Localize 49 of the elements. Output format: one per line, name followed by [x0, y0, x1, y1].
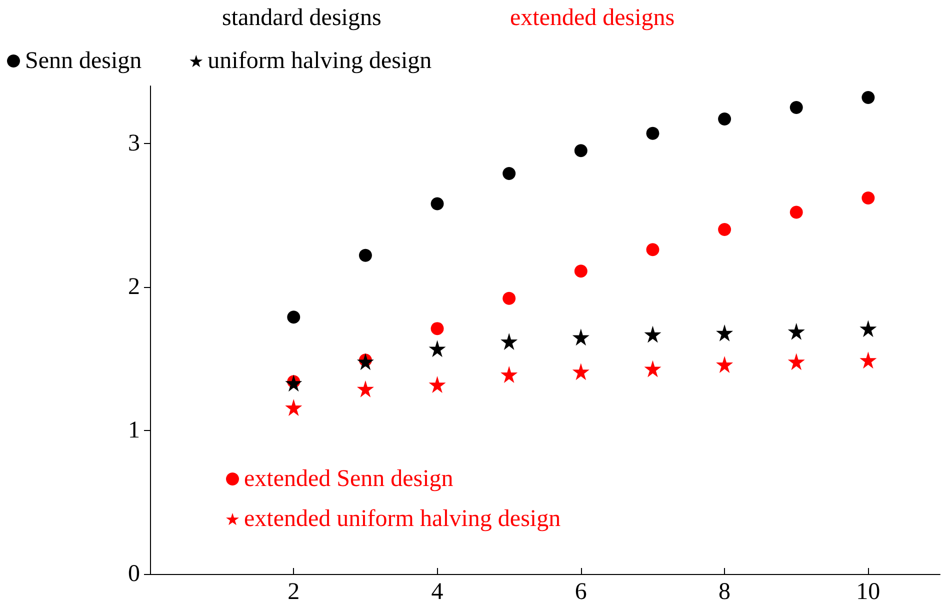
legend-label: uniform halving design — [208, 48, 432, 74]
point — [430, 322, 444, 336]
point — [716, 324, 734, 342]
point — [574, 264, 588, 278]
x-tick-label: 2 — [288, 579, 300, 605]
point — [644, 326, 662, 343]
text: extended designs — [510, 5, 675, 31]
x-tick-label: 6 — [574, 579, 587, 605]
y-tick-label: 0 — [128, 561, 140, 587]
point — [862, 90, 875, 104]
point — [646, 126, 660, 140]
point — [646, 243, 660, 256]
point — [788, 353, 805, 370]
point — [860, 352, 877, 369]
point — [356, 380, 374, 398]
point — [574, 144, 588, 158]
y-tick-label: 2 — [128, 274, 140, 300]
y-tick-label: 1 — [128, 417, 140, 444]
x-tick-label: 8 — [718, 579, 731, 605]
point — [718, 223, 732, 236]
x-tick-label: 4 — [431, 579, 444, 605]
point — [500, 366, 518, 383]
point — [860, 320, 877, 338]
legend-label: extended uniform halving design — [244, 506, 561, 532]
text: standard designs — [222, 5, 382, 31]
point — [502, 167, 516, 180]
point — [285, 399, 302, 416]
y-tick-label: 3 — [128, 130, 140, 156]
point — [644, 360, 662, 378]
legend-label: extended Senn design — [244, 466, 454, 492]
point — [287, 310, 300, 324]
point — [356, 353, 374, 370]
point — [502, 292, 516, 305]
point — [358, 248, 372, 262]
point — [428, 340, 446, 358]
point — [285, 374, 302, 392]
point — [572, 328, 590, 346]
point — [500, 332, 518, 350]
point — [718, 112, 732, 126]
x-tick-label: 10 — [856, 579, 880, 605]
legend-label: Senn design — [25, 48, 142, 74]
point — [572, 363, 590, 380]
point — [862, 191, 875, 204]
point — [428, 376, 446, 394]
point — [790, 206, 803, 219]
point — [430, 197, 444, 210]
point — [790, 101, 803, 114]
point — [788, 322, 805, 340]
point — [716, 356, 734, 373]
